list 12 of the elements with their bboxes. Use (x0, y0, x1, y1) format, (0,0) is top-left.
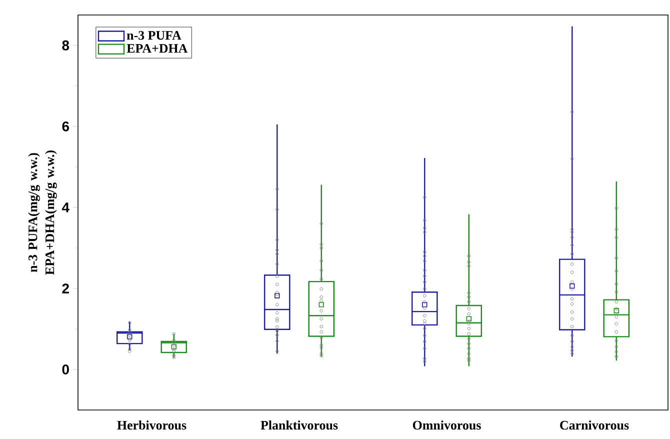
x-tick-label: Omnivorous (412, 420, 481, 430)
legend-label: EPA+DHA (126, 44, 188, 53)
y-tick-label: 6 (62, 121, 69, 132)
y-axis-title: n-3 PUFA(mg/g w.w.) EPA+DHA(mg/g w.w.) (28, 150, 57, 275)
y-tick-label: 2 (62, 284, 69, 294)
x-tick-label: Carnivorous (560, 420, 629, 430)
y-tick-label: 4 (62, 202, 70, 212)
y-tick-label: 8 (62, 40, 70, 50)
x-tick-label: Planktivorous (260, 420, 338, 430)
y-tick-label: 0 (62, 364, 69, 374)
legend-label: n-3 PUFA (126, 31, 182, 40)
x-tick-label: Herbivorous (117, 420, 186, 430)
